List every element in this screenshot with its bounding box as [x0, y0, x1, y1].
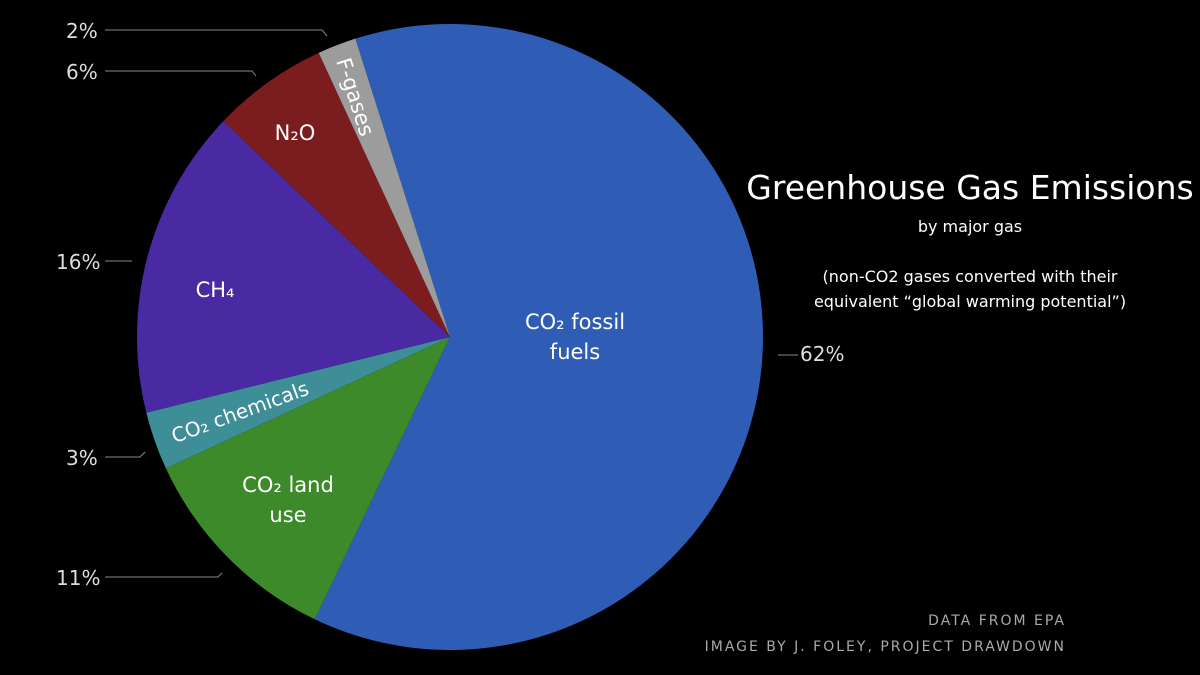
pie-slice: [318, 38, 450, 338]
leader-line: [105, 451, 146, 458]
leader-line: [105, 29, 328, 37]
leader-line: [105, 70, 257, 77]
chart-subtitle: by major gas: [917, 217, 1023, 236]
value-label: 62%: [800, 342, 845, 366]
chart-note: (non-CO2 gases converted with their equi…: [813, 267, 1127, 311]
value-label: 11%: [56, 566, 101, 590]
value-label: 3%: [66, 446, 98, 470]
value-label: 16%: [56, 250, 101, 274]
slice-label: CO₂ fossil fuels: [524, 310, 626, 364]
leader-line: [105, 572, 223, 578]
credit: IMAGE BY J. FOLEY, PROJECT DRAWDOWN: [704, 639, 1066, 655]
slice-label: CO₂ land use: [242, 473, 334, 527]
pie-slice: [223, 52, 450, 337]
value-label: 2%: [66, 19, 98, 43]
slice-label: CH₄: [195, 278, 235, 302]
credit: DATA FROM EPA: [928, 613, 1066, 629]
pie-slice: [146, 337, 451, 469]
value-label: 6%: [66, 60, 98, 84]
chart-title: Greenhouse Gas Emissions: [746, 168, 1194, 207]
slice-label: N₂O: [274, 121, 316, 145]
pie-slice: [137, 121, 450, 413]
pie-slice: [165, 337, 450, 620]
pie-slice: [314, 24, 763, 650]
